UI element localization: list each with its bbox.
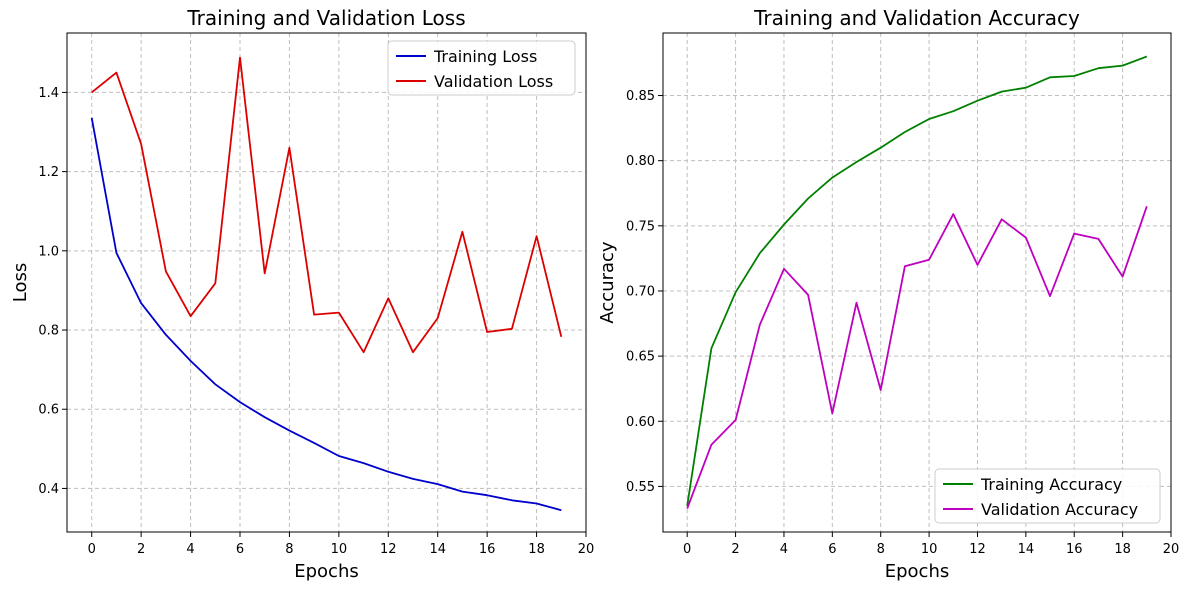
y-tick-label: 0.70	[626, 284, 655, 299]
chart-title: Training and Validation Accuracy	[753, 6, 1080, 30]
plot-frame	[66, 32, 587, 533]
y-tick-label: 0.55	[626, 480, 655, 495]
legend-box	[934, 468, 1161, 524]
plot-frame	[662, 32, 1172, 533]
y-axis-label: Accuracy	[597, 241, 618, 324]
x-tick-label: 10	[921, 542, 938, 557]
x-tick-label: 2	[137, 542, 145, 557]
x-tick-label: 16	[1066, 542, 1083, 557]
x-tick-label: 20	[1163, 542, 1180, 557]
series-line-training-accuracy	[686, 55, 1148, 507]
y-tick-label: 1.0	[38, 244, 59, 259]
x-tick-label: 6	[236, 542, 244, 557]
y-tick-label: 1.2	[38, 165, 59, 180]
accuracy-chart: 0 2 4 6 8 10 12 14 16 18 20 0.55 0.60 0.65 0.70 0.75 0.8…	[597, 6, 1179, 582]
x-tick-label: 12	[380, 542, 397, 557]
x-tick-label: 2	[731, 542, 739, 557]
y-tick-label: 0.6	[38, 403, 59, 418]
legend: Training Loss Validation Loss	[387, 40, 576, 96]
series-line-validation-loss	[91, 56, 563, 354]
chart-title: Training and Validation Loss	[186, 6, 465, 30]
y-tick-label: 1.4	[38, 86, 59, 101]
y-axis-label: Loss	[10, 263, 31, 302]
x-tick-label: 8	[877, 542, 885, 557]
legend-label: Training Accuracy	[980, 475, 1122, 494]
legend-label: Training Loss	[433, 47, 537, 66]
x-tick-label: 6	[828, 542, 836, 557]
series-line-validation-accuracy	[686, 206, 1148, 509]
legend-label: Validation Loss	[434, 72, 553, 91]
x-axis-label: Epochs	[885, 561, 950, 582]
series-line-training-loss	[90, 117, 562, 512]
x-tick-label: 14	[429, 542, 446, 557]
legend: Training Accuracy Validation Accuracy	[934, 468, 1161, 524]
y-tick-label: 0.80	[626, 154, 655, 169]
y-tick-label: 0.85	[626, 89, 655, 104]
x-tick-label: 8	[285, 542, 293, 557]
y-tick-label: 0.60	[626, 415, 655, 430]
legend-label: Validation Accuracy	[981, 500, 1138, 519]
x-tick-label: 12	[969, 542, 986, 557]
x-axis-label: Epochs	[294, 561, 359, 582]
y-tick-label: 0.75	[626, 219, 655, 234]
x-tick-label: 4	[780, 542, 788, 557]
x-tick-label: 0	[683, 542, 691, 557]
x-tick-label: 14	[1018, 542, 1035, 557]
y-tick-label: 0.4	[38, 482, 59, 497]
x-tick-label: 18	[1114, 542, 1131, 557]
x-tick-label: 18	[528, 542, 545, 557]
loss-chart: 0 2 4 6 8 10 12 14 16 18 20 0.4 0.6 0.8 1.0 1.2 1.4 Train…	[10, 6, 594, 582]
legend-box	[387, 40, 576, 96]
y-tick-label: 0.65	[626, 350, 655, 365]
x-tick-label: 20	[578, 542, 595, 557]
x-tick-label: 16	[479, 542, 496, 557]
x-tick-label: 10	[331, 542, 348, 557]
x-tick-label: 4	[186, 542, 194, 557]
x-tick-label: 0	[88, 542, 96, 557]
y-tick-label: 0.8	[38, 324, 59, 339]
